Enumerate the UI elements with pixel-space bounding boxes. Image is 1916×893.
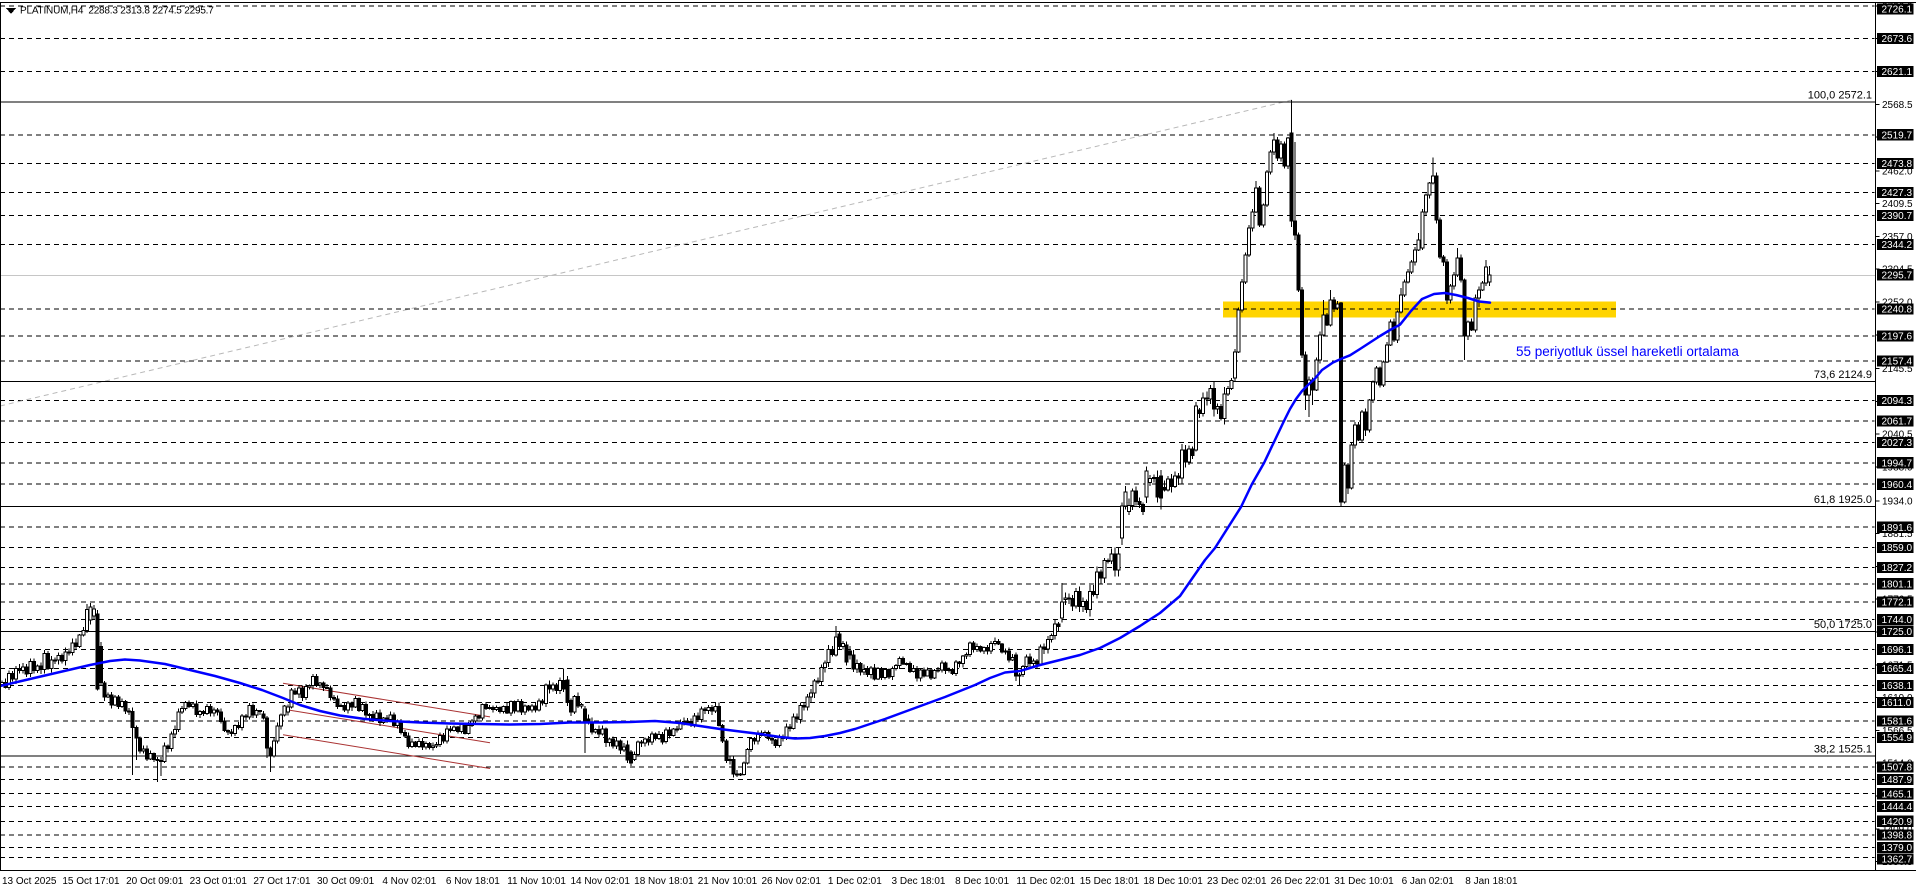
svg-text:2145.5: 2145.5 <box>1882 364 1913 375</box>
svg-text:1507.8: 1507.8 <box>1882 763 1913 774</box>
svg-text:26 Nov 02:01: 26 Nov 02:01 <box>761 876 821 887</box>
svg-text:1696.1: 1696.1 <box>1882 645 1913 656</box>
svg-text:27 Oct 17:01: 27 Oct 17:01 <box>253 876 311 887</box>
svg-text:8 Dec 10:01: 8 Dec 10:01 <box>955 876 1009 887</box>
svg-text:1772.1: 1772.1 <box>1882 598 1913 609</box>
svg-text:2568.5: 2568.5 <box>1882 100 1913 111</box>
svg-text:15 Dec 18:01: 15 Dec 18:01 <box>1080 876 1140 887</box>
svg-text:55 periyotluk üssel hareketli: 55 periyotluk üssel hareketli ortalama <box>1516 344 1739 359</box>
svg-text:15 Oct 17:01: 15 Oct 17:01 <box>62 876 120 887</box>
svg-text:2462.0: 2462.0 <box>1882 166 1913 177</box>
svg-text:1444.4: 1444.4 <box>1882 802 1913 813</box>
svg-text:31 Dec 10:01: 31 Dec 10:01 <box>1334 876 1394 887</box>
svg-text:2040.5: 2040.5 <box>1882 430 1913 441</box>
svg-text:2621.1: 2621.1 <box>1882 67 1913 78</box>
svg-text:2519.7: 2519.7 <box>1882 130 1913 141</box>
svg-text:2673.6: 2673.6 <box>1882 34 1913 45</box>
svg-text:1827.2: 1827.2 <box>1882 563 1913 574</box>
svg-text:14 Nov 02:01: 14 Nov 02:01 <box>570 876 630 887</box>
svg-text:11 Nov 10:01: 11 Nov 10:01 <box>507 876 566 887</box>
svg-text:1581.6: 1581.6 <box>1882 717 1913 728</box>
svg-text:1665.4: 1665.4 <box>1882 664 1913 675</box>
svg-text:1891.6: 1891.6 <box>1882 523 1913 534</box>
svg-text:1934.0: 1934.0 <box>1882 496 1913 507</box>
svg-text:1611.0: 1611.0 <box>1882 698 1912 709</box>
svg-text:1744.0: 1744.0 <box>1882 615 1913 626</box>
svg-text:20 Oct 09:01: 20 Oct 09:01 <box>126 876 184 887</box>
svg-text:2726.1: 2726.1 <box>1882 5 1913 16</box>
svg-text:11 Dec 02:01: 11 Dec 02:01 <box>1016 876 1075 887</box>
svg-text:2473.8: 2473.8 <box>1882 159 1913 170</box>
svg-text:1465.1: 1465.1 <box>1882 789 1913 800</box>
svg-text:23 Oct 01:01: 23 Oct 01:01 <box>190 876 248 887</box>
svg-text:1362.7: 1362.7 <box>1882 855 1913 866</box>
svg-text:38,2 1525.1: 38,2 1525.1 <box>1814 744 1872 756</box>
svg-text:1554.9: 1554.9 <box>1882 733 1913 744</box>
svg-text:23 Dec 02:01: 23 Dec 02:01 <box>1207 876 1267 887</box>
svg-text:PLATINUM,H4 2288.3 2313.8 227: PLATINUM,H4 2288.3 2313.8 2274.5 2295.7 <box>20 6 214 17</box>
svg-text:21 Nov 10:01: 21 Nov 10:01 <box>698 876 758 887</box>
svg-text:18 Dec 10:01: 18 Dec 10:01 <box>1143 876 1203 887</box>
svg-text:4 Nov 02:01: 4 Nov 02:01 <box>382 876 436 887</box>
svg-text:2409.5: 2409.5 <box>1882 199 1913 210</box>
svg-text:2027.3: 2027.3 <box>1882 438 1913 449</box>
svg-text:8 Jan 18:01: 8 Jan 18:01 <box>1465 876 1518 887</box>
svg-text:2252.0: 2252.0 <box>1882 298 1913 309</box>
svg-text:6 Jan 02:01: 6 Jan 02:01 <box>1402 876 1455 887</box>
svg-text:2357.0: 2357.0 <box>1882 232 1913 243</box>
svg-text:1398.8: 1398.8 <box>1882 831 1913 842</box>
svg-text:61,8 1925.0: 61,8 1925.0 <box>1814 494 1872 506</box>
svg-text:1379.0: 1379.0 <box>1882 843 1913 854</box>
svg-text:13 Oct 2025: 13 Oct 2025 <box>2 876 57 887</box>
svg-text:1638.1: 1638.1 <box>1882 681 1913 692</box>
svg-text:1487.9: 1487.9 <box>1882 775 1913 786</box>
svg-text:2240.8: 2240.8 <box>1882 305 1913 316</box>
svg-text:2094.3: 2094.3 <box>1882 396 1913 407</box>
svg-text:50,0 1725.0: 50,0 1725.0 <box>1814 619 1872 631</box>
svg-text:73,6 2124.9: 73,6 2124.9 <box>1814 369 1872 381</box>
svg-text:1 Dec 02:01: 1 Dec 02:01 <box>828 876 882 887</box>
svg-text:2061.7: 2061.7 <box>1882 417 1913 428</box>
svg-text:1420.9: 1420.9 <box>1882 817 1913 828</box>
svg-text:2344.2: 2344.2 <box>1882 240 1913 251</box>
svg-text:1725.0: 1725.0 <box>1882 627 1913 638</box>
svg-text:2295.7: 2295.7 <box>1882 270 1913 281</box>
svg-text:1801.1: 1801.1 <box>1882 579 1913 590</box>
svg-text:6 Nov 18:01: 6 Nov 18:01 <box>446 876 500 887</box>
svg-text:1960.4: 1960.4 <box>1882 480 1913 491</box>
svg-text:18 Nov 18:01: 18 Nov 18:01 <box>634 876 694 887</box>
svg-text:1994.7: 1994.7 <box>1882 458 1913 469</box>
svg-text:30 Oct 09:01: 30 Oct 09:01 <box>317 876 375 887</box>
svg-text:1859.0: 1859.0 <box>1882 543 1913 554</box>
svg-text:1566.5: 1566.5 <box>1882 726 1913 737</box>
svg-text:2427.3: 2427.3 <box>1882 188 1913 199</box>
svg-text:100,0 2572.1: 100,0 2572.1 <box>1808 90 1872 102</box>
svg-text:2157.4: 2157.4 <box>1882 357 1913 368</box>
svg-text:26 Dec 22:01: 26 Dec 22:01 <box>1271 876 1331 887</box>
svg-text:3 Dec 18:01: 3 Dec 18:01 <box>892 876 946 887</box>
svg-text:1881.5: 1881.5 <box>1882 529 1913 540</box>
svg-text:2390.7: 2390.7 <box>1882 211 1913 222</box>
svg-text:2197.6: 2197.6 <box>1882 332 1913 343</box>
